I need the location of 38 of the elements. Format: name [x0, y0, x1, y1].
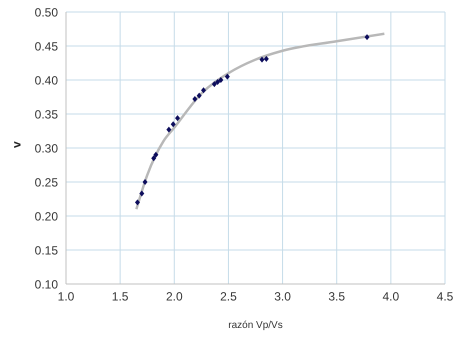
x-tick-label: 1.5: [112, 290, 129, 304]
point: [192, 96, 198, 102]
point: [218, 77, 224, 83]
x-tick-label: 1.0: [58, 290, 75, 304]
x-tick-label: 2.5: [220, 290, 238, 304]
line-series: [135, 32, 386, 210]
point: [153, 152, 158, 158]
point: [196, 92, 202, 99]
y-axis-title: v: [9, 141, 24, 148]
y-tick-label: 0.10: [34, 277, 58, 292]
point: [170, 121, 176, 128]
point: [142, 179, 148, 185]
point: [134, 199, 140, 206]
point: [364, 34, 370, 40]
point: [224, 74, 230, 80]
point: [166, 126, 172, 133]
x-tick-label: 4.5: [436, 290, 454, 304]
y-tick-label: 0.30: [34, 141, 58, 156]
point: [259, 56, 264, 63]
y-tick-label: 0.35: [34, 107, 58, 122]
y-tick-label: 0.45: [34, 39, 58, 54]
y-tick-label: 0.40: [34, 73, 58, 88]
point: [201, 87, 206, 94]
point: [175, 115, 180, 122]
x-axis-title: razón Vp/Vs: [228, 320, 283, 331]
point: [264, 56, 269, 62]
y-tick-label: 0.15: [34, 243, 58, 258]
y-tick-label: 0.20: [34, 209, 58, 224]
point: [215, 79, 220, 86]
point: [139, 190, 144, 197]
x-tick-label: 3.5: [328, 290, 346, 304]
y-tick-label: 0.25: [34, 175, 58, 190]
x-tick-label: 2.0: [166, 290, 183, 304]
point: [151, 155, 156, 162]
x-tick-label: 3.0: [274, 290, 292, 304]
y-tick-label: 0.50: [34, 5, 58, 20]
point: [212, 81, 217, 88]
x-tick-label: 4.0: [382, 290, 400, 304]
